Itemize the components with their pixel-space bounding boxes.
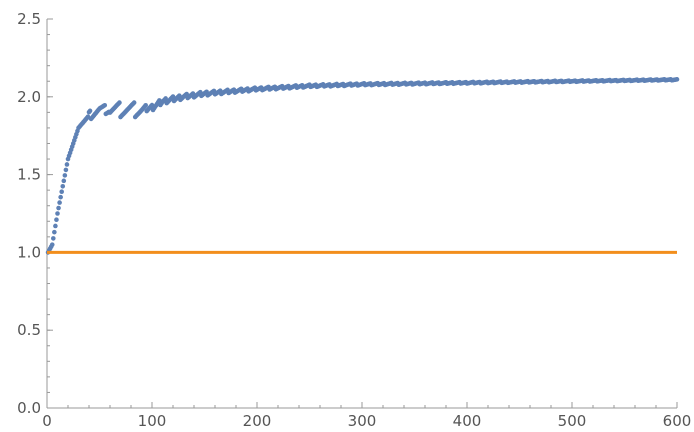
scatter-point xyxy=(57,200,62,205)
x-tick-label: 0 xyxy=(42,412,52,430)
scatter-point xyxy=(58,194,63,200)
scatter-point xyxy=(55,211,60,216)
scatter-point xyxy=(674,77,680,82)
y-tick-label: 2.0 xyxy=(17,88,41,106)
scatter-point xyxy=(102,102,108,108)
x-tick-label: 100 xyxy=(138,412,167,430)
scatter-point xyxy=(64,162,70,167)
x-tick-label: 600 xyxy=(663,412,692,430)
scatter-point xyxy=(163,96,168,101)
y-tick-label: 1.0 xyxy=(17,243,41,261)
axes xyxy=(46,18,678,409)
scatter-point xyxy=(61,178,67,184)
scatter-point xyxy=(62,173,68,178)
tick-labels: 0 100 200 300 400 500 600 0.0 0.5 1.0 1.5 2.0 2.5 xyxy=(17,10,691,430)
scatter-point xyxy=(170,94,176,99)
scatter-point xyxy=(51,236,56,241)
y-tick-label: 2.5 xyxy=(17,10,41,28)
plot-marks xyxy=(45,77,680,255)
scatter-point xyxy=(117,100,122,105)
scatter-point xyxy=(63,167,69,173)
scatter-point xyxy=(143,102,148,108)
x-tick-label: 500 xyxy=(558,412,587,430)
x-tick-label: 400 xyxy=(453,412,482,430)
scatter-point xyxy=(52,229,57,235)
scatter-point xyxy=(49,242,55,247)
scatter-point xyxy=(59,189,64,195)
scatter-point xyxy=(60,183,66,189)
scatter-point xyxy=(87,108,93,114)
scatter-series xyxy=(45,77,680,255)
x-tick-label: 300 xyxy=(348,412,377,430)
scatter-point xyxy=(53,223,58,229)
y-tick-label: 1.5 xyxy=(17,166,41,184)
scatter-point xyxy=(131,100,137,105)
y-tick-label: 0.5 xyxy=(17,321,41,339)
y-tick-label: 0.0 xyxy=(17,399,41,417)
x-tick-label: 200 xyxy=(243,412,272,430)
scatter-point xyxy=(56,205,61,211)
scatter-point xyxy=(54,217,59,223)
